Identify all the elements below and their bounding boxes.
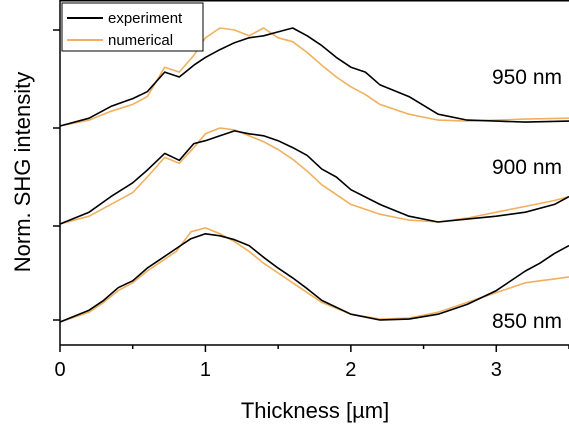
x-tick-label: 3 <box>491 359 502 381</box>
curve-experiment-850-nm <box>59 233 569 323</box>
curve-label-900-nm: 900 nm <box>492 156 562 179</box>
axes-group <box>59 0 569 346</box>
legend-label-numerical: numerical <box>108 32 173 49</box>
curve-experiment-900-nm <box>59 130 569 225</box>
curve-experiment-950-nm <box>59 27 569 127</box>
curve-label-950-nm: 950 nm <box>492 66 562 89</box>
x-tick-label: 0 <box>54 359 65 381</box>
panel-labels-group: 950 nm 900 nm 850 nm <box>492 66 562 333</box>
curves-group <box>59 27 569 323</box>
x-tick-label: 2 <box>345 359 356 381</box>
legend-box <box>61 2 204 52</box>
x-tick-label: 1 <box>200 359 211 381</box>
y-ticks-group <box>53 29 60 321</box>
x-ticks-group: 0 1 2 3 <box>54 345 569 381</box>
curve-numerical-950-nm <box>59 27 569 127</box>
curve-label-850-nm: 850 nm <box>492 310 562 333</box>
legend-label-experiment: experiment <box>108 10 183 27</box>
x-axis-title: Thickness [µm] <box>241 398 389 423</box>
legend: experiment numerical <box>61 2 204 52</box>
y-axis-title: Norm. SHG intensity <box>10 72 35 273</box>
